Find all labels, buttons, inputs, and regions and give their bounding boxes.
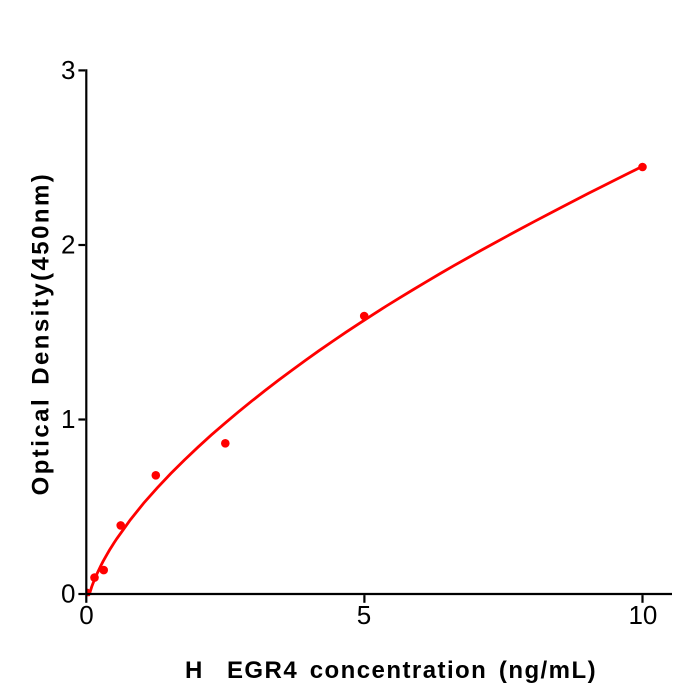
svg-text:Optical Density(450nm): Optical Density(450nm)	[28, 172, 55, 496]
svg-text:3: 3	[61, 55, 75, 85]
svg-text:2: 2	[61, 229, 75, 259]
svg-text:H EGR4 concentration (ng/mL): H EGR4 concentration (ng/mL)	[185, 657, 597, 684]
svg-text:5: 5	[357, 600, 371, 630]
svg-text:1: 1	[61, 404, 75, 434]
svg-text:10: 10	[628, 600, 657, 630]
svg-text:0: 0	[61, 578, 75, 608]
svg-text:0: 0	[79, 600, 93, 630]
